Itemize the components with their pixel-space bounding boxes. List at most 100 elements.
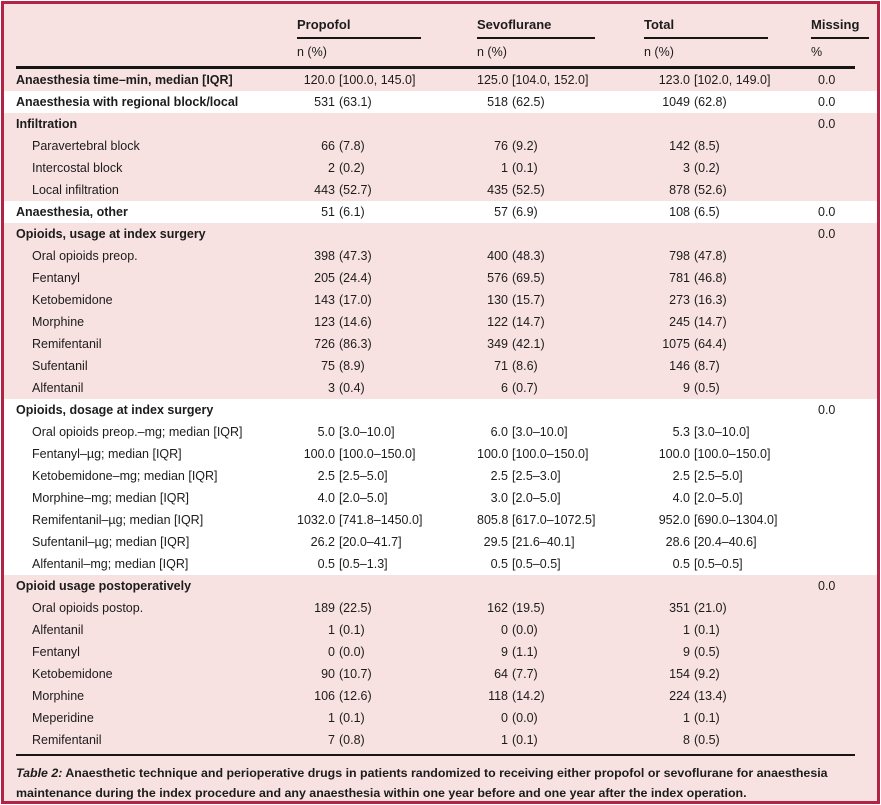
cell-sevoflurane: 130 (15.7): [487, 293, 545, 307]
cell-total: 100.0 [100.0–150.0]: [658, 447, 771, 461]
table-row: Morphine–mg; median [IQR] 4.0 [2.0–5.0] 3.0…: [4, 487, 877, 509]
table-caption: Table 2: Anaesthetic technique and perio…: [4, 756, 877, 801]
cell-propofol: 51 (6.1): [321, 205, 365, 219]
column-header-total: Total: [644, 16, 811, 39]
table-header: Propofol Sevoflurane Total Missing: [4, 4, 877, 39]
cell-missing: 0.0: [818, 227, 836, 241]
cell-total: 28.6 [20.4–40.6]: [665, 535, 757, 549]
cell-total: 123.0 [102.0, 149.0]: [658, 73, 771, 87]
cell-sevoflurane: 400 (48.3): [487, 249, 545, 263]
cell-propofol: 726 (86.3): [314, 337, 372, 351]
table-row: Paravertebral block 66 (7.8) 76 (9.2) 142 (8.5…: [4, 135, 877, 157]
cell-total: 3 (0.2): [683, 161, 720, 175]
cell-propofol: 123 (14.6): [314, 315, 372, 329]
column-header-label: Propofol: [297, 17, 421, 39]
cell-sevoflurane: 805.8 [617.0–1072.5]: [477, 513, 596, 527]
cell-total: 2.5 [2.5–5.0]: [672, 469, 743, 483]
cell-sevoflurane: 29.5 [21.6–40.1]: [483, 535, 575, 549]
row-label: Meperidine: [32, 711, 94, 725]
table-row: Oral opioids preop. 398 (47.3) 400 (48.3) 798…: [4, 245, 877, 267]
cell-sevoflurane: 518 (62.5): [487, 95, 545, 109]
row-label: Fentanyl: [32, 645, 80, 659]
row-label: Remifentanil: [32, 733, 102, 747]
cell-missing: 0.0: [818, 73, 836, 87]
row-label: Oral opioids postop.: [32, 601, 144, 615]
row-label: Alfentanil–mg; median [IQR]: [32, 557, 189, 571]
cell-propofol: 143 (17.0): [314, 293, 372, 307]
cell-sevoflurane: 122 (14.7): [487, 315, 545, 329]
cell-total: 0.5 [0.5–0.5]: [672, 557, 743, 571]
table-row: Morphine 123 (14.6) 122 (14.7) 245 (14.7): [4, 311, 877, 333]
table-row: Remifentanil 7 (0.8) 1 (0.1) 8 (0.5): [4, 729, 877, 751]
cell-propofol: 26.2 [20.0–41.7]: [310, 535, 402, 549]
table-row: Meperidine 1 (0.1) 0 (0.0) 1 (0.1): [4, 707, 877, 729]
cell-sevoflurane: 9 (1.1): [501, 645, 538, 659]
cell-total: 8 (0.5): [683, 733, 720, 747]
table-row: Alfentanil 1 (0.1) 0 (0.0) 1 (0.1): [4, 619, 877, 641]
row-label: Morphine: [32, 315, 85, 329]
column-header-label: Total: [644, 17, 768, 39]
cell-total: 1049 (62.8): [662, 95, 727, 109]
cell-propofol: 531 (63.1): [314, 95, 372, 109]
cell-propofol: 189 (22.5): [314, 601, 372, 615]
cell-sevoflurane: 435 (52.5): [487, 183, 545, 197]
cell-missing: 0.0: [818, 403, 836, 417]
row-label: Ketobemidone: [32, 293, 113, 307]
table-row: Ketobemidone 90 (10.7) 64 (7.7) 154 (9.2): [4, 663, 877, 685]
cell-total: 108 (6.5): [669, 205, 720, 219]
row-label: Alfentanil: [32, 381, 84, 395]
table-row: Anaesthesia, other 51 (6.1) 57 (6.9) 108 (6.5)…: [4, 201, 877, 223]
table-row: Infiltration 0.0: [4, 113, 877, 135]
row-label: Anaesthesia, other: [16, 205, 128, 219]
row-label: Morphine–mg; median [IQR]: [32, 491, 190, 505]
cell-total: 351 (21.0): [669, 601, 727, 615]
cell-propofol: 75 (8.9): [321, 359, 365, 373]
row-label: Morphine: [32, 689, 85, 703]
cell-total: 9 (0.5): [683, 381, 720, 395]
cell-missing: 0.0: [818, 95, 836, 109]
cell-propofol: 205 (24.4): [314, 271, 372, 285]
subheader-spacer: [4, 45, 297, 59]
cell-sevoflurane: 57 (6.9): [494, 205, 538, 219]
subheader-pct-missing: %: [811, 45, 823, 59]
cell-propofol: 2.5 [2.5–5.0]: [317, 469, 388, 483]
table-row: Ketobemidone 143 (17.0) 130 (15.7) 273 (16.3): [4, 289, 877, 311]
cell-propofol: 2 (0.2): [328, 161, 365, 175]
cell-total: 5.3 [3.0–10.0]: [672, 425, 750, 439]
subheader-n-pct-total: n (%): [644, 45, 674, 59]
table-body: Anaesthesia time–min, median [IQR] 120.0[…: [4, 69, 877, 751]
table-row: Anaesthesia with regional block/local 531…: [4, 91, 877, 113]
cell-sevoflurane: 349 (42.1): [487, 337, 545, 351]
row-label: Ketobemidone–mg; median [IQR]: [32, 469, 218, 483]
cell-sevoflurane: 125.0 [104.0, 152.0]: [477, 73, 589, 87]
table-row: Fentanyl–µg; median [IQR] 100.0 [100.0–150…: [4, 443, 877, 465]
cell-sevoflurane: 2.5 [2.5–3.0]: [490, 469, 561, 483]
cell-total: 781 (46.8): [669, 271, 727, 285]
row-label: Ketobemidone: [32, 667, 113, 681]
cell-total: 1 (0.1): [683, 711, 720, 725]
cell-sevoflurane: 1 (0.1): [501, 733, 538, 747]
table-row: Intercostal block 2 (0.2) 1 (0.1) 3 (0.2): [4, 157, 877, 179]
table-row: Local infiltration 443 (52.7) 435 (52.5) 878(…: [4, 179, 877, 201]
row-label: Fentanyl: [32, 271, 80, 285]
table-row: Opioids, dosage at index surgery 0.0: [4, 399, 877, 421]
column-header-sevoflurane: Sevoflurane: [477, 16, 644, 39]
row-label: Fentanyl–µg; median [IQR]: [32, 447, 182, 461]
cell-propofol: 120.0 [100.0, 145.0]: [303, 73, 416, 87]
table-row: Ketobemidone–mg; median [IQR] 2.5 [2.5–5.0…: [4, 465, 877, 487]
row-label: Opioids, usage at index surgery: [16, 227, 206, 241]
row-label: Opioid usage postoperatively: [16, 579, 192, 593]
cell-sevoflurane: 6.0 [3.0–10.0]: [490, 425, 568, 439]
row-label: Remifentanil: [32, 337, 102, 351]
footer-rule: [16, 754, 855, 756]
cell-sevoflurane: 76 (9.2): [494, 139, 538, 153]
table-row: Anaesthesia time–min, median [IQR] 120.0[…: [4, 69, 877, 91]
cell-sevoflurane: 1 (0.1): [501, 161, 538, 175]
column-header-label: Missing: [811, 17, 869, 39]
row-label: Oral opioids preop.–mg; median [IQR]: [32, 425, 243, 439]
column-header-propofol: Propofol: [297, 16, 477, 39]
header-rule: [16, 66, 855, 69]
cell-total: 273 (16.3): [669, 293, 727, 307]
cell-propofol: 443 (52.7): [314, 183, 372, 197]
